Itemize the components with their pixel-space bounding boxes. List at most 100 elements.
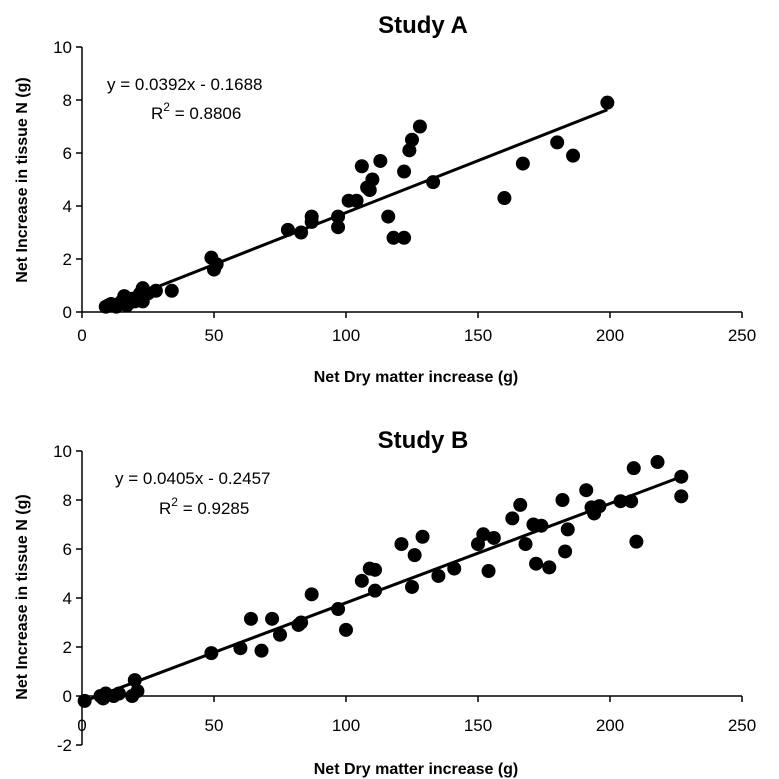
data-point bbox=[265, 611, 280, 626]
regression-equation: y = 0.0405x - 0.2457 bbox=[115, 469, 270, 488]
data-point bbox=[674, 469, 689, 484]
data-point bbox=[339, 622, 353, 637]
data-point bbox=[542, 560, 557, 575]
data-point bbox=[626, 461, 641, 476]
data-point bbox=[349, 193, 364, 208]
data-point bbox=[204, 646, 219, 661]
r-squared: R2 = 0.8806 bbox=[151, 100, 241, 123]
data-point bbox=[674, 489, 689, 504]
data-point bbox=[331, 209, 346, 224]
data-point bbox=[600, 95, 615, 110]
x-tick-label: 250 bbox=[728, 716, 756, 735]
data-point bbox=[397, 164, 412, 179]
x-tick-label: 0 bbox=[77, 326, 86, 345]
y-axis-title: Net Increase in tissue N (g) bbox=[14, 77, 31, 282]
y-tick-label: 2 bbox=[63, 638, 72, 657]
data-point bbox=[481, 564, 496, 579]
data-point bbox=[476, 527, 491, 542]
r-squared: R2 = 0.9285 bbox=[159, 495, 249, 518]
data-point bbox=[381, 209, 396, 224]
data-point bbox=[407, 548, 422, 563]
data-point bbox=[592, 499, 607, 514]
y-tick-label: 0 bbox=[63, 687, 72, 706]
chart-study-a: Study A y = 0.0392x - 0.1688 R2 = 0.8806… bbox=[14, 12, 756, 386]
data-point bbox=[130, 684, 145, 699]
data-point bbox=[515, 156, 530, 171]
x-tick-label: 200 bbox=[596, 716, 624, 735]
data-point bbox=[294, 615, 309, 630]
regression-equation: y = 0.0392x - 0.1688 bbox=[107, 75, 262, 94]
y-tick-label: 0 bbox=[63, 303, 72, 322]
data-point bbox=[368, 562, 383, 577]
chart-title: Study A bbox=[378, 12, 468, 39]
x-tick-label: 50 bbox=[205, 326, 224, 345]
data-point bbox=[365, 172, 380, 187]
trend-line bbox=[84, 475, 682, 703]
data-point bbox=[362, 183, 377, 198]
data-point bbox=[127, 673, 142, 688]
y-tick-label: 2 bbox=[63, 250, 72, 269]
data-point bbox=[486, 530, 501, 545]
data-point bbox=[447, 561, 462, 576]
data-point bbox=[534, 518, 549, 533]
data-point bbox=[412, 119, 427, 134]
x-tick-label: 200 bbox=[596, 326, 624, 345]
data-point bbox=[273, 627, 287, 642]
data-point bbox=[402, 143, 417, 158]
data-point bbox=[373, 153, 388, 168]
data-point bbox=[294, 225, 309, 240]
y-tick-label: 8 bbox=[63, 491, 72, 510]
data-point bbox=[394, 537, 409, 552]
data-point bbox=[518, 537, 533, 552]
data-point bbox=[415, 529, 430, 544]
data-point bbox=[566, 148, 581, 163]
x-axis-title: Net Dry matter increase (g) bbox=[314, 369, 519, 386]
y-tick-label: 10 bbox=[53, 442, 72, 461]
data-point bbox=[354, 573, 369, 588]
data-point bbox=[354, 159, 369, 174]
data-point bbox=[148, 283, 163, 298]
data-point bbox=[579, 483, 594, 498]
x-tick-label: 150 bbox=[464, 716, 492, 735]
x-tick-label: 50 bbox=[205, 716, 224, 735]
trend-line bbox=[105, 108, 608, 309]
data-point bbox=[426, 175, 441, 190]
x-tick-label: 250 bbox=[728, 326, 756, 345]
data-point bbox=[505, 511, 520, 526]
data-point bbox=[624, 494, 639, 509]
data-point bbox=[529, 556, 544, 571]
data-point bbox=[331, 602, 346, 617]
data-point bbox=[613, 494, 628, 509]
data-point bbox=[386, 230, 401, 245]
data-point bbox=[550, 135, 565, 150]
data-point bbox=[555, 493, 570, 507]
data-point bbox=[233, 641, 248, 656]
data-point bbox=[304, 587, 319, 602]
y-tick-label: 6 bbox=[63, 144, 72, 163]
x-tick-label: 100 bbox=[332, 716, 360, 735]
data-point bbox=[513, 497, 528, 512]
y-tick-label: 8 bbox=[63, 91, 72, 110]
data-point bbox=[77, 693, 92, 708]
data-point bbox=[629, 534, 644, 549]
data-point bbox=[431, 568, 446, 583]
y-tick-label: 4 bbox=[63, 589, 72, 608]
data-point bbox=[254, 643, 269, 658]
y-tick-label: 10 bbox=[53, 38, 72, 57]
data-point bbox=[368, 583, 383, 598]
x-tick-label: 100 bbox=[332, 326, 360, 345]
data-point bbox=[650, 455, 665, 470]
data-point bbox=[304, 209, 319, 224]
chart-title: Study B bbox=[378, 427, 469, 454]
data-point bbox=[397, 230, 412, 245]
data-point bbox=[209, 257, 224, 272]
x-axis-title: Net Dry matter increase (g) bbox=[314, 761, 519, 778]
data-point bbox=[560, 522, 575, 537]
data-point bbox=[497, 191, 512, 206]
data-point bbox=[280, 222, 295, 237]
y-axis-title: Net Increase in tissue N (g) bbox=[14, 494, 31, 699]
data-point bbox=[164, 283, 179, 298]
data-point bbox=[405, 579, 419, 594]
